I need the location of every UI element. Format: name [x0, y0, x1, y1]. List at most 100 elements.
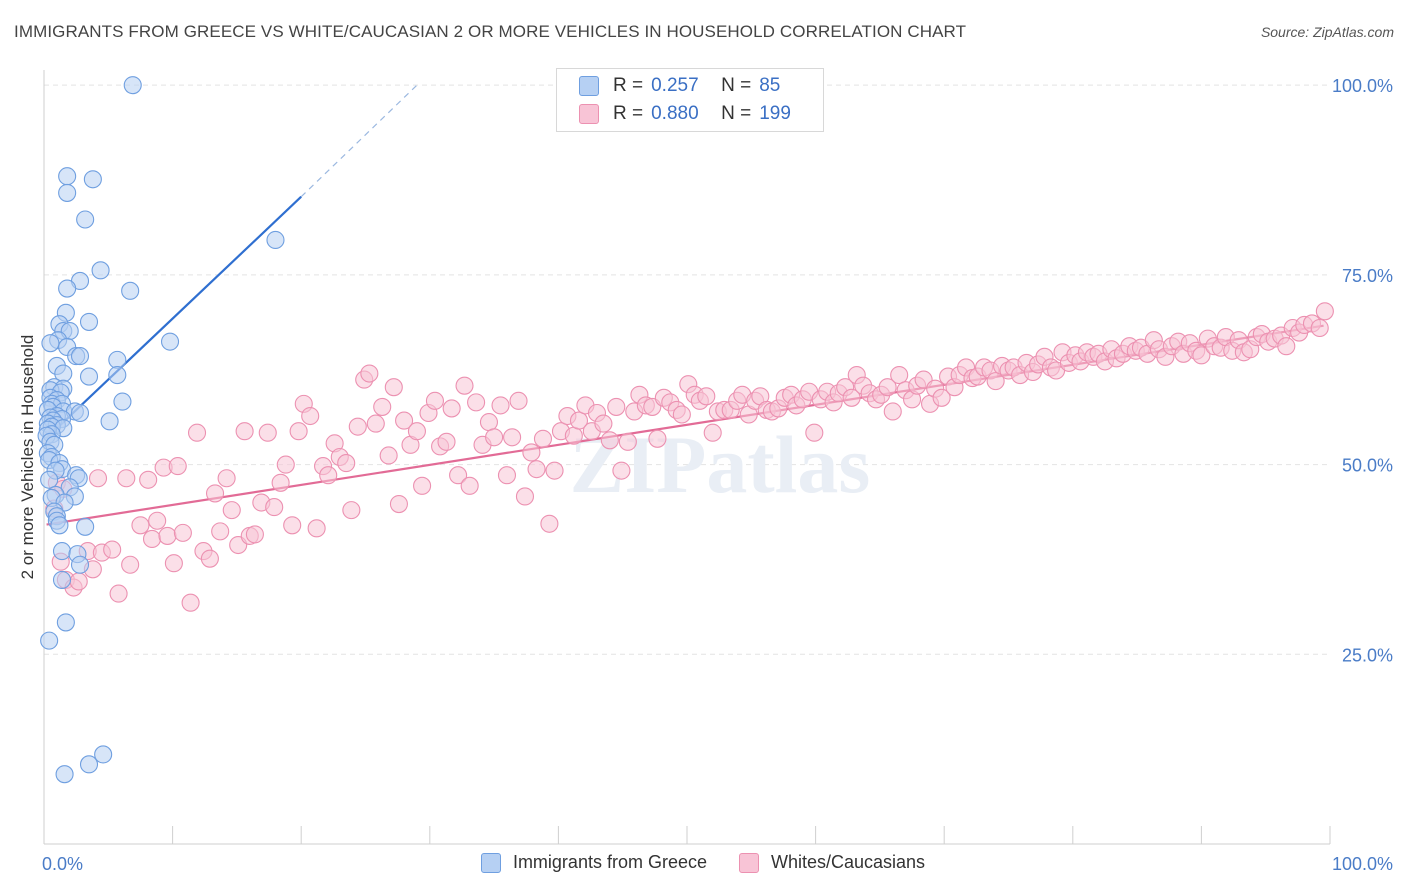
data-point	[52, 542, 72, 561]
data-point	[805, 423, 824, 442]
data-point	[79, 755, 99, 774]
data-point	[266, 230, 285, 250]
data-point	[58, 183, 77, 202]
data-point	[307, 519, 326, 538]
data-point	[173, 523, 192, 542]
data-point	[108, 350, 127, 369]
series-immigrants-from-greece	[37, 76, 285, 784]
data-point	[41, 334, 60, 353]
data-point	[479, 413, 499, 432]
chart-title: IMMIGRANTS FROM GREECE VS WHITE/CAUCASIA…	[14, 22, 967, 41]
y-axis-label: 2 or more Vehicles in Household	[18, 335, 37, 580]
data-point	[158, 526, 177, 545]
legend-n-value-whites: 199	[759, 103, 791, 124]
source-credit: Source: ZipAtlas.com	[1260, 24, 1394, 40]
data-point	[337, 454, 356, 473]
x-tick-label: 0.0%	[42, 854, 83, 874]
trend-line-extension	[300, 84, 418, 198]
data-point	[79, 312, 99, 331]
data-point	[449, 466, 468, 485]
data-point	[1310, 318, 1329, 338]
data-point	[612, 461, 631, 480]
data-point	[109, 584, 128, 603]
legend-r-value-whites: 0.880	[651, 103, 699, 124]
data-point	[379, 446, 398, 465]
data-point	[545, 461, 564, 480]
data-point	[50, 516, 69, 535]
data-point	[890, 365, 909, 385]
correlation-legend: R = 0.257 N = 85 R = 0.880 N = 199	[556, 68, 824, 132]
legend-r-value-greece: 0.257	[651, 75, 699, 96]
data-point	[460, 476, 479, 495]
data-point	[842, 388, 861, 407]
data-point	[703, 423, 722, 442]
legend-swatch-whites	[579, 104, 599, 124]
data-point	[70, 403, 90, 423]
data-point	[594, 414, 613, 433]
data-point	[131, 516, 150, 535]
data-point	[117, 469, 136, 488]
data-point	[515, 487, 535, 506]
series-legend: Immigrants from Greece Whites/Caucasians	[0, 852, 1406, 873]
data-point	[52, 570, 72, 589]
data-point	[258, 423, 277, 442]
data-point	[289, 422, 308, 441]
data-point	[672, 405, 691, 424]
data-point	[83, 170, 102, 189]
data-point	[91, 261, 110, 280]
legend-r-label: R =	[613, 103, 644, 124]
data-point	[187, 423, 207, 442]
data-point	[618, 432, 637, 451]
data-point	[600, 431, 619, 450]
data-point	[437, 432, 456, 451]
trend-line	[45, 195, 302, 439]
data-point	[878, 378, 897, 397]
data-point	[58, 167, 77, 186]
data-point	[70, 555, 90, 574]
data-point	[564, 426, 583, 445]
data-point	[1315, 302, 1334, 321]
data-point	[491, 396, 510, 415]
data-point	[883, 402, 902, 421]
data-point	[319, 466, 338, 485]
data-point	[569, 411, 589, 430]
data-point	[301, 406, 320, 426]
data-point	[265, 498, 284, 517]
legend-row-greece: R = 0.257 N = 85	[579, 73, 780, 99]
legend-n-label: N =	[721, 75, 752, 96]
data-point	[276, 455, 295, 474]
data-point	[235, 422, 254, 441]
data-point	[121, 555, 140, 574]
data-point	[527, 460, 546, 479]
data-point	[1277, 337, 1296, 356]
data-point	[648, 429, 667, 448]
data-point	[108, 365, 127, 385]
data-point	[222, 501, 241, 520]
data-point	[56, 613, 75, 632]
data-point	[467, 393, 486, 412]
data-point	[497, 466, 517, 485]
data-point	[168, 457, 187, 476]
legend-label-whites: Whites/Caucasians	[770, 852, 926, 872]
data-point	[69, 572, 88, 591]
data-point	[607, 397, 626, 416]
x-tick-label: 100.0%	[1332, 854, 1393, 874]
data-point	[103, 540, 122, 559]
gridlines	[44, 84, 1330, 655]
data-point	[76, 210, 95, 229]
data-point	[40, 631, 59, 650]
data-point	[217, 469, 236, 488]
data-point	[509, 391, 528, 410]
legend-n-value-greece: 85	[759, 75, 781, 96]
data-point	[413, 476, 432, 495]
data-point	[148, 511, 167, 530]
data-point	[540, 514, 559, 533]
legend-swatch-greece	[579, 76, 599, 96]
data-point	[389, 494, 408, 514]
legend-r-label: R =	[613, 75, 644, 96]
legend-item-greece: Immigrants from Greece	[480, 852, 707, 873]
y-tick-label: 75.0%	[1342, 266, 1393, 286]
data-point	[522, 443, 541, 462]
data-point	[181, 593, 200, 612]
